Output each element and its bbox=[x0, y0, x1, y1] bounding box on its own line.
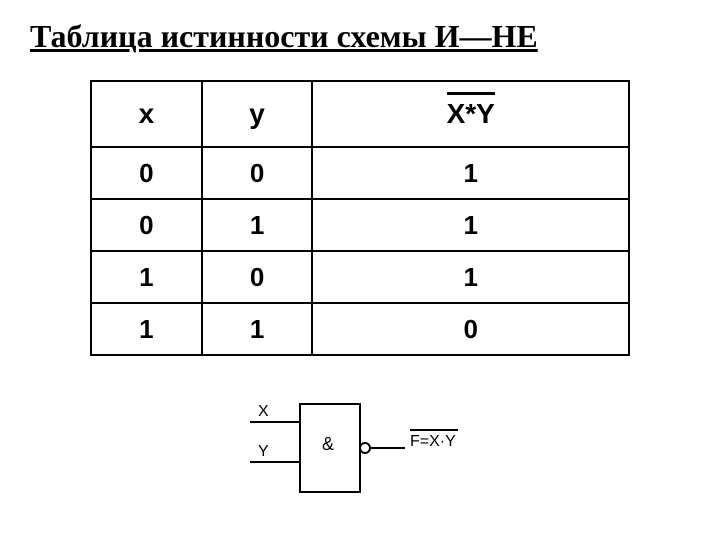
cell: 1 bbox=[91, 303, 202, 355]
cell: 1 bbox=[202, 303, 313, 355]
logic-gate-diagram: X Y & F=X·Y bbox=[230, 400, 530, 510]
col-header-x: x bbox=[91, 81, 202, 147]
page-title: Таблица истинности схемы И—НЕ bbox=[30, 18, 538, 55]
cell: 1 bbox=[312, 199, 629, 251]
table-row: 0 0 1 bbox=[91, 147, 629, 199]
col-header-y: y bbox=[202, 81, 313, 147]
col-header-xy: X*Y bbox=[312, 81, 629, 147]
cell: 1 bbox=[91, 251, 202, 303]
overline-bar bbox=[447, 92, 495, 95]
input-label-x: X bbox=[258, 403, 269, 420]
table-header-row: x y X*Y bbox=[91, 81, 629, 147]
negation-circle bbox=[360, 443, 370, 453]
cell: 0 bbox=[91, 199, 202, 251]
cell: 1 bbox=[202, 199, 313, 251]
cell: 0 bbox=[202, 147, 313, 199]
cell: 0 bbox=[91, 147, 202, 199]
gate-svg: X Y & F=X·Y bbox=[230, 400, 530, 510]
table-row: 1 0 1 bbox=[91, 251, 629, 303]
truth-table: x y X*Y 0 0 1 0 1 1 bbox=[90, 80, 630, 356]
input-label-y: Y bbox=[258, 443, 269, 460]
col-header-xy-text: X*Y bbox=[447, 98, 495, 129]
cell: 1 bbox=[312, 251, 629, 303]
output-label: F=X·Y bbox=[410, 433, 456, 450]
table-row: 1 1 0 bbox=[91, 303, 629, 355]
gate-symbol: & bbox=[322, 434, 334, 454]
cell: 0 bbox=[202, 251, 313, 303]
cell: 0 bbox=[312, 303, 629, 355]
cell: 1 bbox=[312, 147, 629, 199]
truth-table-container: x y X*Y 0 0 1 0 1 1 bbox=[90, 80, 630, 356]
table-row: 0 1 1 bbox=[91, 199, 629, 251]
